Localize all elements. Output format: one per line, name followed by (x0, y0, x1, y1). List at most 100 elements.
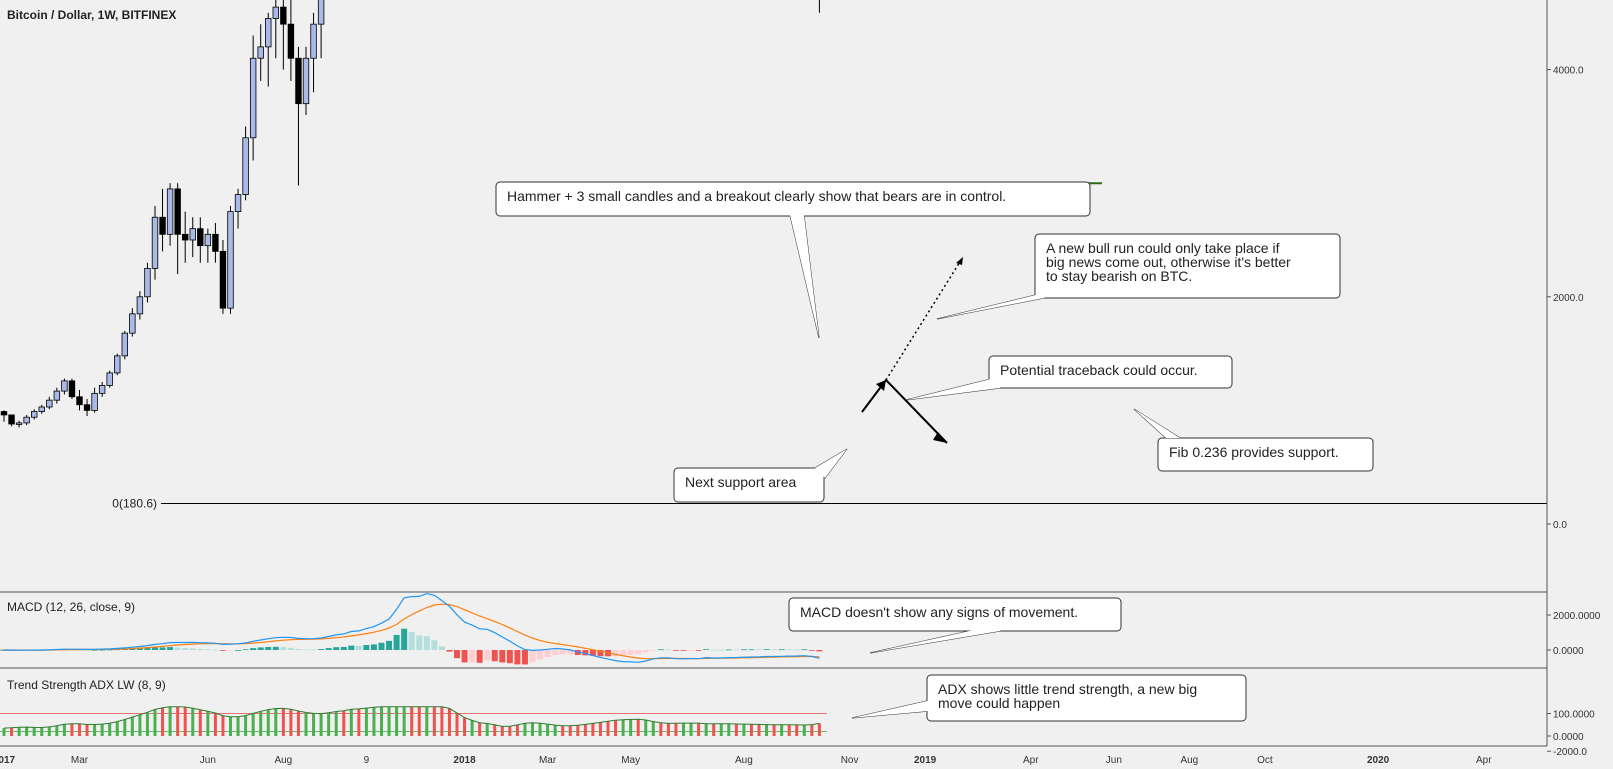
time-tick-label: 9 (364, 755, 370, 766)
candle-body (242, 137, 249, 195)
macd-histogram-bar (386, 640, 393, 650)
time-tick-label: Apr (1023, 755, 1039, 766)
macd-histogram-bar (642, 650, 649, 653)
macd-histogram-bar (250, 648, 257, 650)
adx-bar (463, 717, 467, 736)
adx-bar (85, 724, 89, 736)
macd-histogram-bar (597, 650, 604, 657)
adx-bar (62, 724, 66, 736)
callout-text: to stay bearish on BTC. (1046, 268, 1192, 284)
adx-bar (198, 709, 202, 736)
projection-arrow-head (933, 432, 947, 443)
adx-bar (538, 723, 542, 736)
callout-text: Hammer + 3 small candles and a breakout … (507, 188, 1006, 204)
chart-title: Bitcoin / Dollar, 1W, BITFINEX (7, 8, 176, 22)
adx-bar (108, 723, 112, 736)
adx-bar (666, 723, 670, 736)
adx-tick-label: 0.0000 (1553, 732, 1584, 743)
callout-box (673, 467, 825, 503)
macd-histogram-bar (446, 650, 453, 652)
macd-histogram-bar (801, 649, 808, 651)
candle-body (159, 216, 166, 235)
macd-histogram-bar (680, 650, 687, 651)
adx-bar (145, 712, 149, 736)
adx-bar (161, 707, 165, 736)
macd-histogram-bar (129, 648, 136, 650)
adx-bar (765, 724, 769, 736)
adx-bar (712, 723, 716, 736)
macd-histogram-bar (235, 649, 242, 651)
macd-histogram-bar (514, 650, 521, 665)
adx-bar (553, 725, 557, 736)
candle-body (227, 211, 234, 309)
adx-bar (334, 711, 338, 736)
time-tick-label: Oct (1257, 755, 1273, 766)
price-tick-label: -2000.0 (1553, 747, 1587, 758)
candle-body (68, 380, 76, 398)
adx-bar (515, 724, 519, 736)
candle-body (136, 296, 144, 315)
candle-body (121, 332, 128, 357)
callout-box (1034, 233, 1341, 299)
candle-body (204, 233, 212, 247)
macd-histogram-bar (672, 650, 679, 651)
adx-bar (402, 706, 406, 736)
candle-body (46, 399, 53, 408)
macd-histogram-bar (756, 649, 762, 651)
macd-histogram-bar (159, 647, 166, 650)
adx-bar (470, 720, 474, 736)
traceback-callout: Potential traceback could occur. (905, 355, 1233, 401)
macd-histogram-bar (152, 647, 158, 650)
adx-bar (500, 726, 504, 736)
adx-bar (312, 713, 316, 736)
price-tick-label: 4000.0 (1553, 66, 1584, 77)
macd-histogram-bar (499, 650, 506, 663)
adx-bar (455, 713, 459, 736)
adx-bar (296, 710, 300, 736)
adx-callout: ADX shows little trend strength, a new b… (851, 674, 1247, 722)
macd-histogram-bar (544, 650, 551, 658)
macd-histogram-bar (469, 650, 476, 663)
adx-bar (772, 724, 776, 736)
adx-bar (395, 706, 399, 736)
time-tick-label: Aug (735, 755, 753, 766)
macd-histogram-bar (748, 649, 755, 651)
adx-bar (206, 711, 210, 736)
adx-bar (349, 709, 353, 736)
adx-bar (583, 724, 587, 736)
macd-histogram-bar (635, 650, 642, 655)
adx-bar (561, 725, 565, 736)
macd-histogram-bar (257, 647, 264, 650)
macd-histogram-bar (265, 646, 272, 650)
macd-histogram-bar (710, 649, 717, 651)
macd-histogram-bar (688, 650, 695, 651)
candle-body (38, 406, 45, 412)
macd-histogram-bar (340, 646, 347, 650)
macd-histogram-bar (816, 650, 823, 652)
adx-bar (289, 709, 293, 736)
macd-histogram-bar (416, 635, 423, 650)
adx-bar (802, 725, 806, 736)
price-tick-label: 2000.0 (1553, 293, 1584, 304)
macd-histogram-bar (333, 647, 340, 650)
candle-body (265, 18, 272, 48)
adx-bar (719, 723, 723, 736)
bull-run-callout: A new bull run could only take place ifb… (936, 233, 1341, 320)
candle-body (114, 355, 121, 374)
time-tick-label: Mar (71, 755, 89, 766)
macd-histogram-bar (665, 649, 672, 651)
macd-histogram-bar (506, 650, 513, 664)
time-tick-label: 2020 (1367, 755, 1390, 766)
adx-bar (168, 706, 172, 736)
callout-text: move could happen (938, 695, 1060, 711)
callout-text: Potential traceback could occur. (1000, 362, 1198, 378)
adx-bar (508, 726, 512, 736)
adx-bar (115, 721, 119, 736)
adx-bar (734, 723, 738, 736)
adx-bar (417, 706, 421, 736)
macd-histogram-bar (491, 650, 498, 662)
macd-histogram-bar (197, 648, 204, 650)
adx-bar (387, 706, 391, 736)
